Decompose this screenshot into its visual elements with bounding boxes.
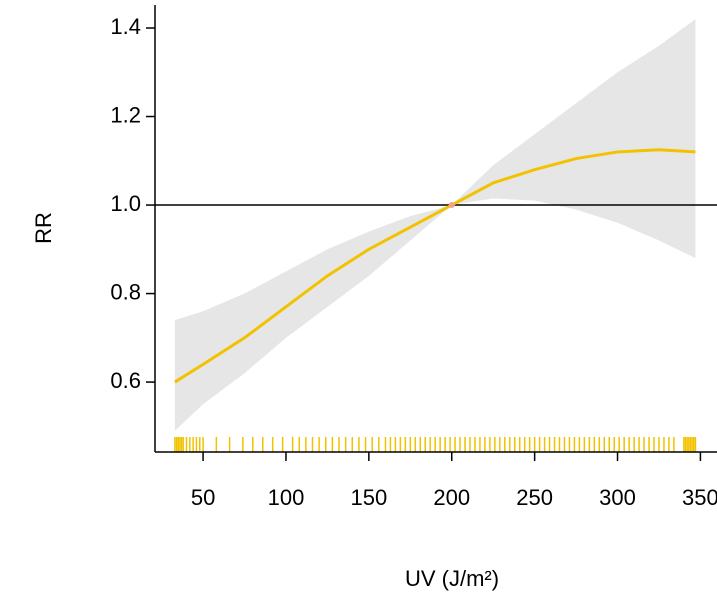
y-tick-label: 1.4 bbox=[110, 14, 141, 39]
x-tick-label: 200 bbox=[433, 485, 470, 510]
x-tick-label: 100 bbox=[268, 485, 305, 510]
confidence-band bbox=[174, 19, 696, 431]
x-tick-label: 300 bbox=[599, 485, 636, 510]
y-tick-label: 0.8 bbox=[110, 279, 141, 304]
y-tick-label: 1.0 bbox=[110, 191, 141, 216]
x-tick-label: 150 bbox=[350, 485, 387, 510]
x-tick-label: 250 bbox=[516, 485, 553, 510]
y-axis-label: RR bbox=[31, 212, 56, 244]
x-tick-label: 350 bbox=[682, 485, 717, 510]
reference-point bbox=[448, 202, 455, 209]
y-tick-label: 0.6 bbox=[110, 368, 141, 393]
rr-curve bbox=[174, 148, 696, 384]
x-axis-label: UV (J/m²) bbox=[405, 566, 499, 591]
y-tick-label: 1.2 bbox=[110, 102, 141, 127]
x-tick-label: 50 bbox=[191, 485, 215, 510]
